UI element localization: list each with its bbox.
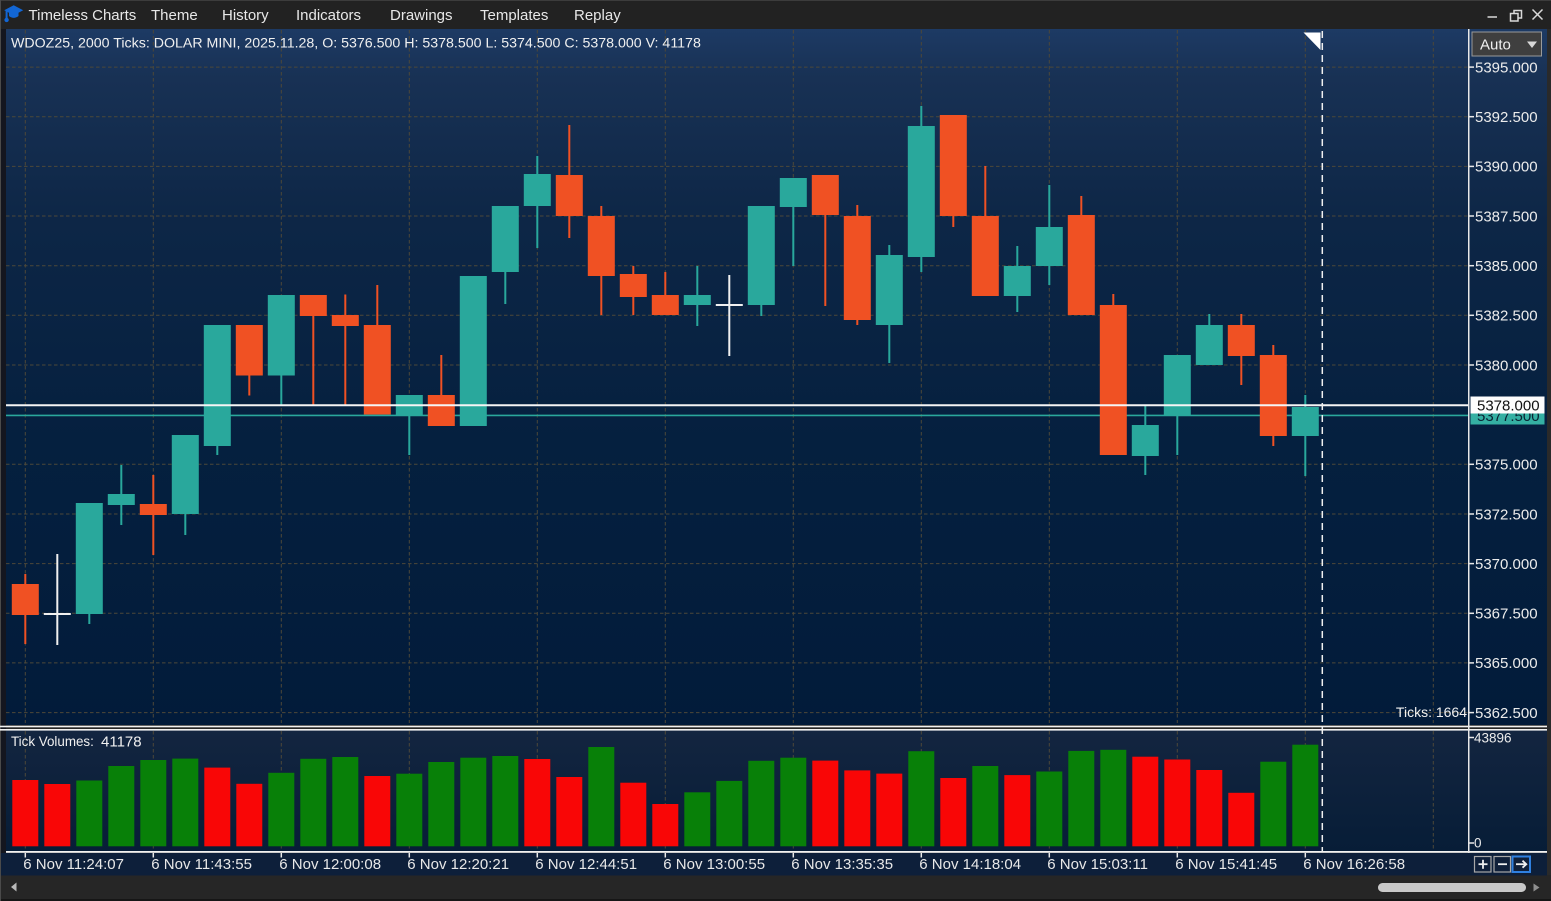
svg-text:Ticks: 1664: Ticks: 1664 <box>1396 704 1467 720</box>
svg-text:5372.500: 5372.500 <box>1475 506 1538 523</box>
svg-text:5390.000: 5390.000 <box>1475 159 1538 176</box>
svg-text:6 Nov 11:43:55: 6 Nov 11:43:55 <box>151 856 252 873</box>
svg-text:Theme: Theme <box>151 7 198 24</box>
svg-text:5365.000: 5365.000 <box>1475 655 1538 672</box>
svg-text:Tick Volumes:: Tick Volumes: <box>11 734 94 749</box>
svg-text:6 Nov 16:26:58: 6 Nov 16:26:58 <box>1303 856 1405 873</box>
svg-text:6 Nov 11:24:07: 6 Nov 11:24:07 <box>23 856 124 873</box>
svg-text:Timeless Charts: Timeless Charts <box>29 7 137 24</box>
svg-text:6 Nov 13:00:55: 6 Nov 13:00:55 <box>663 856 765 873</box>
svg-text:6 Nov 12:00:08: 6 Nov 12:00:08 <box>279 856 381 873</box>
svg-text:5375.000: 5375.000 <box>1475 457 1538 474</box>
svg-text:5370.000: 5370.000 <box>1475 556 1538 573</box>
svg-text:6 Nov 15:41:45: 6 Nov 15:41:45 <box>1175 856 1277 873</box>
svg-text:6 Nov 15:03:11: 6 Nov 15:03:11 <box>1047 856 1148 873</box>
svg-text:5367.500: 5367.500 <box>1475 606 1538 623</box>
svg-text:41178: 41178 <box>101 734 142 751</box>
svg-text:Drawings: Drawings <box>390 7 453 24</box>
svg-text:6 Nov 14:18:04: 6 Nov 14:18:04 <box>919 856 1021 873</box>
svg-text:5392.500: 5392.500 <box>1475 109 1538 126</box>
svg-text:5378.000: 5378.000 <box>1477 397 1540 414</box>
svg-text:WDOZ25, 2000 Ticks: DOLAR MINI: WDOZ25, 2000 Ticks: DOLAR MINI, 2025.11.… <box>11 36 701 52</box>
svg-text:Auto: Auto <box>1480 37 1511 54</box>
svg-text:5382.500: 5382.500 <box>1475 308 1538 325</box>
svg-text:43896: 43896 <box>1474 731 1512 746</box>
svg-text:0: 0 <box>1474 836 1482 851</box>
svg-text:History: History <box>222 7 269 24</box>
svg-text:6 Nov 13:35:35: 6 Nov 13:35:35 <box>791 856 893 873</box>
svg-text:5387.500: 5387.500 <box>1475 208 1538 225</box>
svg-text:6 Nov 12:44:51: 6 Nov 12:44:51 <box>535 856 637 873</box>
svg-text:5385.000: 5385.000 <box>1475 258 1538 275</box>
svg-text:Indicators: Indicators <box>296 7 361 24</box>
svg-text:Templates: Templates <box>480 7 548 24</box>
svg-text:5380.000: 5380.000 <box>1475 357 1538 374</box>
svg-text:5395.000: 5395.000 <box>1475 59 1538 76</box>
svg-text:5362.500: 5362.500 <box>1475 705 1538 722</box>
svg-text:Replay: Replay <box>574 7 621 24</box>
svg-text:6 Nov 12:20:21: 6 Nov 12:20:21 <box>407 856 509 873</box>
